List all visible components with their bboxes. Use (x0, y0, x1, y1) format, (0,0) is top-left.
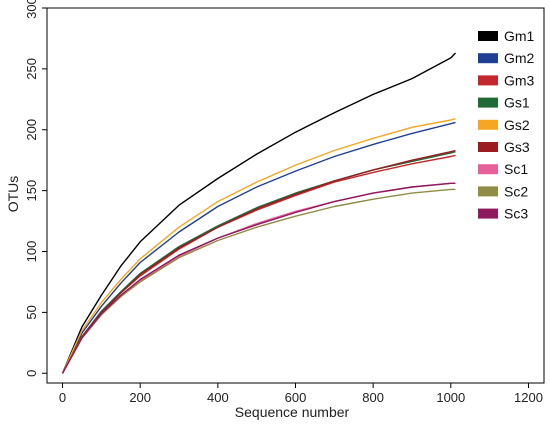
y-tick-label: 50 (24, 305, 39, 319)
legend-swatch-gm2 (478, 53, 498, 64)
x-tick-label: 600 (285, 390, 307, 405)
legend-label-gm1: Gm1 (504, 28, 535, 44)
series-line-gm2 (61, 121, 456, 374)
legend-swatch-gs3 (478, 142, 498, 152)
legend-swatch-sc3 (478, 208, 498, 219)
series-line-gs1 (61, 151, 456, 374)
legend-label-gs3: Gs3 (504, 139, 530, 155)
series-line-gs2 (61, 118, 456, 374)
series-line-gs3 (61, 149, 456, 374)
legend-label-gs2: Gs2 (504, 117, 530, 133)
y-tick-label: 100 (24, 241, 39, 263)
legend-label-sc1: Sc1 (504, 161, 528, 177)
legend-swatch-gm3 (478, 75, 498, 86)
x-tick-label: 1200 (514, 390, 543, 405)
x-tick-label: 1000 (436, 390, 465, 405)
legend-swatch-sc1 (478, 164, 498, 175)
legend-label-gm2: Gm2 (504, 50, 535, 66)
legend-swatch-gs1 (478, 97, 498, 108)
x-tick-label: 0 (59, 390, 66, 405)
series-line-sc2 (61, 188, 456, 374)
series-line-gm1 (61, 52, 457, 374)
legend-swatch-gs2 (478, 119, 498, 130)
legend-label-gs1: Gs1 (504, 95, 530, 111)
legend-label-sc2: Sc2 (504, 183, 528, 199)
legend-label-sc3: Sc3 (504, 206, 528, 222)
y-tick-label: 200 (24, 119, 39, 141)
series-line-sc3 (61, 182, 456, 374)
x-tick-label: 800 (362, 390, 384, 405)
y-tick-label: 250 (24, 58, 39, 80)
y-tick-label: 300 (24, 0, 39, 19)
y-tick-label: 150 (24, 180, 39, 202)
y-tick-label: 0 (24, 370, 39, 377)
legend-swatch-sc2 (478, 186, 498, 197)
legend-swatch-gm1 (478, 31, 498, 41)
x-tick-label: 200 (129, 390, 151, 405)
y-axis-title: OTUs (5, 176, 21, 213)
x-tick-label: 400 (207, 390, 229, 405)
legend-label-gm3: Gm3 (504, 72, 535, 88)
x-axis-title: Sequence number (235, 404, 350, 420)
